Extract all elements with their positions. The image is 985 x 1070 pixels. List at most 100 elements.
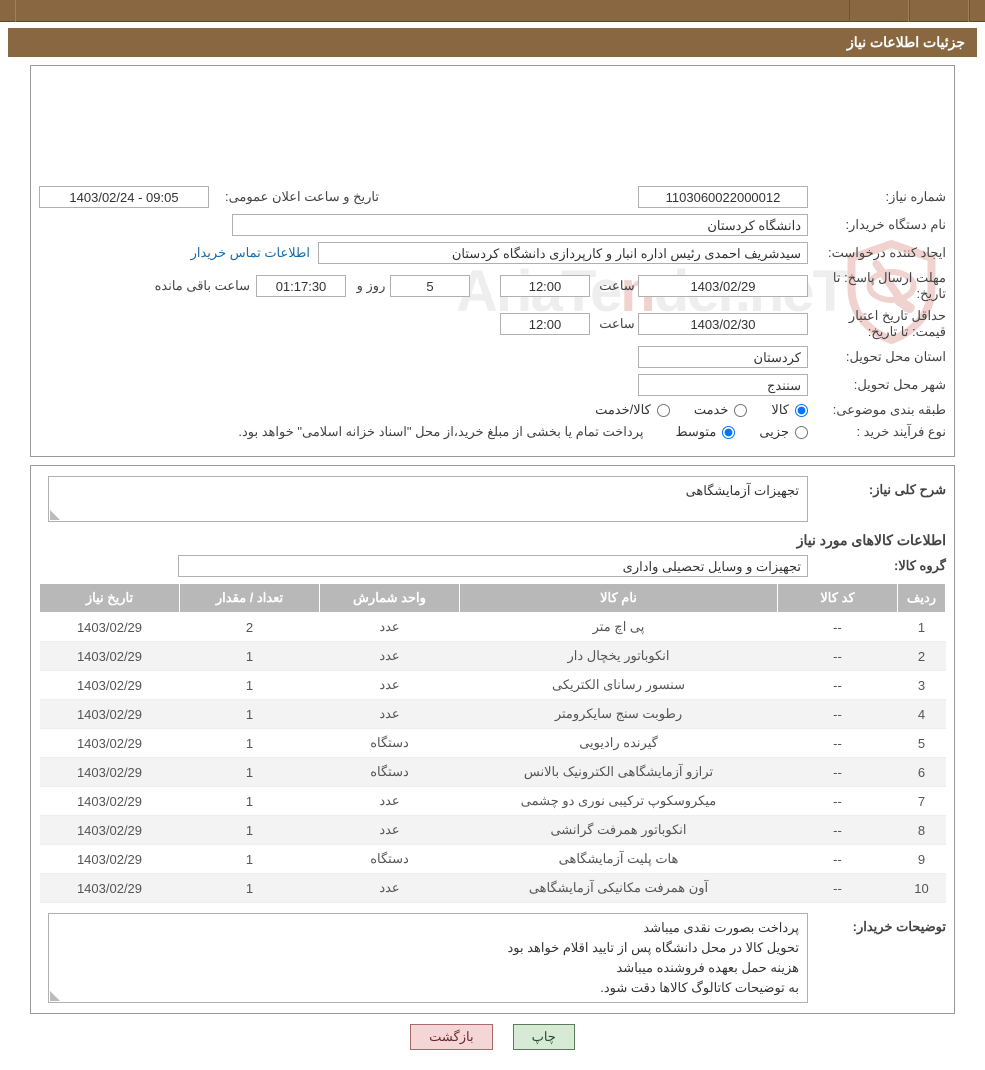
value-need-no: 1103060022000012 <box>638 186 808 208</box>
cell-idx: 9 <box>898 845 946 874</box>
table-row: 9--هات پلیت آزمایشگاهیدستگاه11403/02/29 <box>40 845 946 874</box>
cell-name: انکوباتور یخچال دار <box>460 642 778 671</box>
radio-service-label: خدمت <box>694 402 729 418</box>
cell-name: گیرنده رادیویی <box>460 729 778 758</box>
cell-date: 1403/02/29 <box>40 671 180 700</box>
table-row: 5--گیرنده رادیوییدستگاه11403/02/29 <box>40 729 946 758</box>
top-bar-segments <box>15 0 970 22</box>
cell-code: -- <box>778 758 898 787</box>
items-panel: شرح کلی نیاز: تجهیزات آزمایشگاهی اطلاعات… <box>30 465 955 1014</box>
label-buyer-org: نام دستگاه خریدار: <box>808 217 946 233</box>
radio-partial-input[interactable] <box>795 426 808 439</box>
label-requester: ایجاد کننده درخواست: <box>808 245 946 261</box>
label-province: استان محل تحویل: <box>808 349 946 365</box>
resize-handle-icon[interactable] <box>50 510 60 520</box>
table-row: 6--ترازو آزمایشگاهی الکترونیک بالانسدستگ… <box>40 758 946 787</box>
cell-unit: دستگاه <box>320 729 460 758</box>
items-table: ردیف کد کالا نام کالا واحد شمارش تعداد /… <box>39 583 946 903</box>
table-row: 7--میکروسکوپ ترکیبی نوری دو چشمیعدد11403… <box>40 787 946 816</box>
value-price-date: 1403/02/30 <box>638 313 808 335</box>
cell-code: -- <box>778 729 898 758</box>
cell-qty: 1 <box>180 671 320 700</box>
radio-goods-service-label: کالا/خدمت <box>595 402 651 418</box>
cell-unit: عدد <box>320 671 460 700</box>
value-announce-dt: 1403/02/24 - 09:05 <box>39 186 209 208</box>
value-countdown: 01:17:30 <box>256 275 346 297</box>
cell-unit: عدد <box>320 874 460 903</box>
label-city: شهر محل تحویل: <box>808 377 946 393</box>
radio-goods-service[interactable]: کالا/خدمت <box>595 402 670 418</box>
cell-name: پی اچ متر <box>460 613 778 642</box>
page-title-text: جزئیات اطلاعات نیاز <box>847 34 965 50</box>
top-bar-seg <box>849 0 909 22</box>
cell-qty: 1 <box>180 845 320 874</box>
cell-date: 1403/02/29 <box>40 758 180 787</box>
label-days-and: روز و <box>346 278 390 294</box>
cell-date: 1403/02/29 <box>40 642 180 671</box>
cell-code: -- <box>778 671 898 700</box>
cell-date: 1403/02/29 <box>40 874 180 903</box>
cell-date: 1403/02/29 <box>40 729 180 758</box>
top-bar-seg <box>909 0 969 22</box>
buyer-notes-box: پرداخت بصورت نقدی میباشد تحویل کالا در م… <box>48 913 808 1003</box>
value-price-time: 12:00 <box>500 313 590 335</box>
cell-unit: عدد <box>320 787 460 816</box>
cell-date: 1403/02/29 <box>40 613 180 642</box>
radio-medium-input[interactable] <box>722 426 735 439</box>
radio-service-input[interactable] <box>734 404 747 417</box>
table-row: 1--پی اچ مترعدد21403/02/29 <box>40 613 946 642</box>
cell-name: میکروسکوپ ترکیبی نوری دو چشمی <box>460 787 778 816</box>
print-button[interactable]: چاپ <box>513 1024 575 1050</box>
cell-unit: عدد <box>320 613 460 642</box>
cell-code: -- <box>778 787 898 816</box>
cell-qty: 1 <box>180 729 320 758</box>
footer-buttons: چاپ بازگشت <box>0 1024 985 1050</box>
table-header-row: ردیف کد کالا نام کالا واحد شمارش تعداد /… <box>40 584 946 613</box>
cell-idx: 2 <box>898 642 946 671</box>
back-button[interactable]: بازگشت <box>410 1024 492 1050</box>
buyer-note-line: به توضیحات کاتالوگ کالاها دقت شود. <box>57 978 799 998</box>
cell-unit: دستگاه <box>320 845 460 874</box>
cell-qty: 1 <box>180 758 320 787</box>
table-row: 8--انکوباتور همرفت گرانشیعدد11403/02/29 <box>40 816 946 845</box>
label-price-validity: حداقل تاریخ اعتبار قیمت: تا تاریخ: <box>808 308 946 340</box>
label-buyer-notes: توضیحات خریدار: <box>808 913 946 935</box>
cell-unit: عدد <box>320 642 460 671</box>
cell-idx: 7 <box>898 787 946 816</box>
general-desc-box: تجهیزات آزمایشگاهی <box>48 476 808 522</box>
label-time2: ساعت <box>590 316 638 332</box>
cell-name: آون همرفت مکانیکی آزمایشگاهی <box>460 874 778 903</box>
cell-idx: 8 <box>898 816 946 845</box>
row-purchase-type: نوع فرآیند خرید : جزیی متوسط پرداخت تمام… <box>39 424 946 440</box>
purchase-note: پرداخت تمام یا بخشی از مبلغ خرید،از محل … <box>238 424 643 440</box>
table-row: 2--انکوباتور یخچال دارعدد11403/02/29 <box>40 642 946 671</box>
label-need-no: شماره نیاز: <box>808 189 946 205</box>
radio-goods[interactable]: کالا <box>771 402 808 418</box>
cell-unit: عدد <box>320 700 460 729</box>
value-deadline-date: 1403/02/29 <box>638 275 808 297</box>
radio-goods-input[interactable] <box>795 404 808 417</box>
th-idx: ردیف <box>898 584 946 613</box>
cell-name: سنسور رسانای الکتریکی <box>460 671 778 700</box>
value-deadline-time: 12:00 <box>500 275 590 297</box>
buyer-contact-link[interactable]: اطلاعات تماس خریدار <box>191 245 310 261</box>
need-info-panel: AriaTender.neT شماره نیاز: 1103060022000… <box>30 65 955 457</box>
buyer-note-line: هزینه حمل بعهده فروشنده میباشد <box>57 958 799 978</box>
buyer-note-line: پرداخت بصورت نقدی میباشد <box>57 918 799 938</box>
cell-date: 1403/02/29 <box>40 845 180 874</box>
cell-code: -- <box>778 613 898 642</box>
cell-idx: 5 <box>898 729 946 758</box>
value-buyer-org: دانشگاه کردستان <box>232 214 808 236</box>
label-deadline: مهلت ارسال پاسخ: تا تاریخ: <box>808 270 946 302</box>
row-buyer-notes: توضیحات خریدار: پرداخت بصورت نقدی میباشد… <box>39 913 946 1003</box>
value-days-left: 5 <box>390 275 470 297</box>
th-date: تاریخ نیاز <box>40 584 180 613</box>
radio-medium[interactable]: متوسط <box>675 424 735 440</box>
cell-code: -- <box>778 816 898 845</box>
radio-service[interactable]: خدمت <box>694 402 748 418</box>
radio-partial[interactable]: جزیی <box>759 424 808 440</box>
radio-goods-service-input[interactable] <box>657 404 670 417</box>
cell-code: -- <box>778 874 898 903</box>
resize-handle-icon[interactable] <box>50 991 60 1001</box>
value-goods-group: تجهیزات و وسایل تحصیلی واداری <box>178 555 808 577</box>
